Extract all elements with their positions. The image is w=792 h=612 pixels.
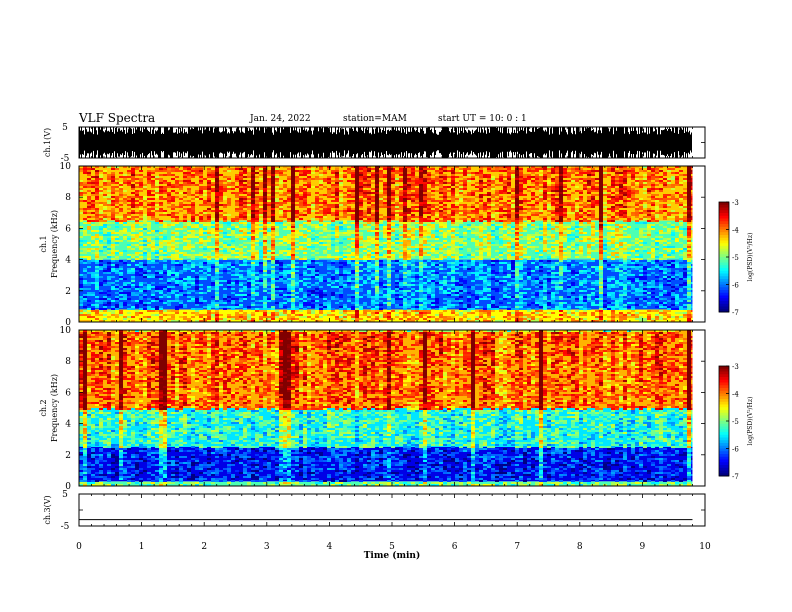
panel1-ytick-top: 5 — [62, 123, 68, 133]
panel-frame-4 — [78, 493, 706, 527]
panel3-ytick-10: 10 — [60, 326, 72, 336]
xtick-label-6: 6 — [452, 542, 458, 552]
panel4-ytick-top: 5 — [62, 490, 68, 500]
xtick-label-2: 2 — [201, 542, 207, 552]
panel2-colorbar-tick--7: -7 — [732, 309, 739, 317]
panel3-colorbar-tick--3: -3 — [732, 363, 739, 371]
panel3-colorbar-tick--4: -4 — [732, 391, 739, 399]
panel3-ylabel-frequency: Frequency (kHz) — [50, 374, 59, 442]
ch2-spectrogram-cells — [79, 330, 693, 486]
ch1-spectrogram-cells — [79, 166, 693, 322]
xtick-label-8: 8 — [577, 542, 583, 552]
panel2-colorbar-tick--4: -4 — [732, 227, 739, 235]
panel2-colorbar-tick--5: -5 — [732, 254, 739, 262]
panel2-colorbar-tick--3: -3 — [732, 199, 739, 207]
chart-title: VLF Spectra — [79, 111, 156, 125]
panel4-ytick-bottom: -5 — [61, 522, 70, 532]
panel2-colorbar-tick--6: -6 — [732, 282, 739, 290]
panel1-ylabel: ch.1(V) — [43, 128, 52, 157]
panel3-ytick-2: 2 — [65, 451, 71, 461]
panel3-colorbar-tick--7: -7 — [732, 473, 739, 481]
panel2-ytick-0: 0 — [65, 318, 71, 328]
panel2-ylabel-frequency: Frequency (kHz) — [50, 210, 59, 278]
xtick-label-4: 4 — [327, 542, 333, 552]
header-start-time: start UT = 10: 0 : 1 — [438, 114, 527, 124]
panel3-ytick-0: 0 — [65, 482, 71, 492]
xtick-label-9: 9 — [640, 542, 646, 552]
ch1-waveform-trace — [79, 127, 692, 158]
xtick-label-0: 0 — [76, 542, 82, 552]
panel2-ytick-4: 4 — [65, 256, 71, 266]
xtick-label-10: 10 — [699, 542, 711, 552]
x-axis-label: Time (min) — [364, 550, 421, 561]
panel2-ylabel-channel: ch.1 — [39, 235, 48, 252]
panel2-ytick-10: 10 — [60, 162, 72, 172]
panel2-ytick-8: 8 — [65, 193, 71, 203]
panel2-colorbar-label: log(PSD)(V²/Hz) — [747, 233, 754, 282]
xtick-label-3: 3 — [264, 542, 270, 552]
panel3-ytick-4: 4 — [65, 420, 71, 430]
panel2-ytick-6: 6 — [65, 224, 71, 234]
panel1-ytick-bottom: -5 — [61, 154, 70, 164]
panel3-ytick-8: 8 — [65, 357, 71, 367]
panel2-ytick-2: 2 — [65, 287, 71, 297]
xtick-label-1: 1 — [139, 542, 145, 552]
header-station: station=MAM — [343, 114, 407, 124]
panel3-ylabel-channel: ch.2 — [39, 399, 48, 416]
xtick-label-7: 7 — [514, 542, 520, 552]
panel4-ylabel: ch.3(V) — [43, 495, 52, 524]
ch1-waveform-line — [79, 127, 692, 158]
header-date: Jan. 24, 2022 — [250, 114, 311, 124]
panel3-colorbar-tick--6: -6 — [732, 446, 739, 454]
xtick-label-5: 5 — [389, 542, 395, 552]
panel3-colorbar-label: log(PSD)(V²/Hz) — [747, 397, 754, 446]
panel3-colorbar-tick--5: -5 — [732, 418, 739, 426]
panel3-ytick-6: 6 — [65, 388, 71, 398]
